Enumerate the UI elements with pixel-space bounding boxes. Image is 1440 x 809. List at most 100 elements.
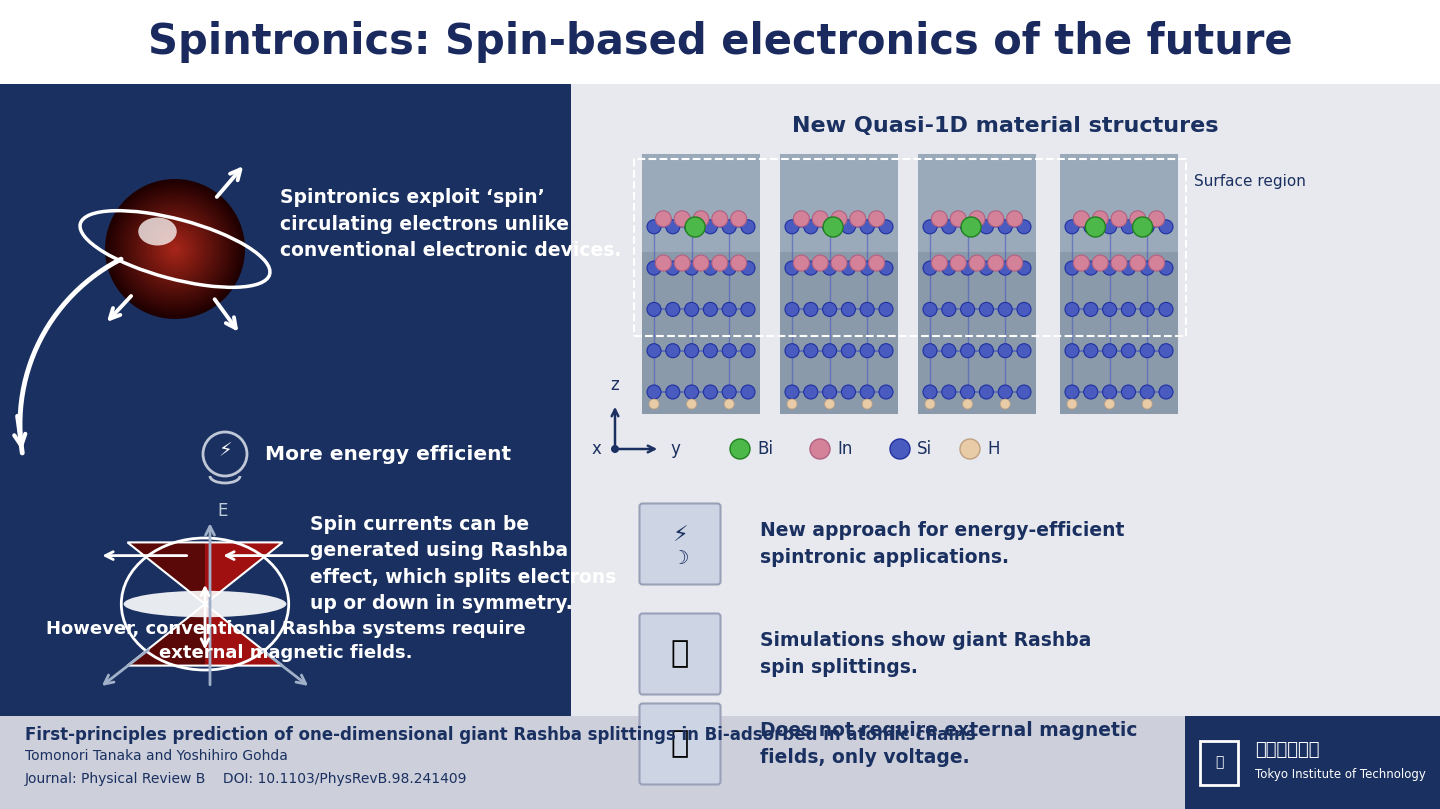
Circle shape: [1092, 255, 1109, 271]
Circle shape: [960, 303, 975, 316]
Circle shape: [723, 220, 736, 234]
Circle shape: [932, 255, 948, 271]
Circle shape: [924, 399, 935, 409]
Circle shape: [1103, 303, 1116, 316]
Circle shape: [979, 385, 994, 399]
Bar: [1060, 154, 1178, 414]
Circle shape: [109, 184, 240, 315]
Circle shape: [1122, 385, 1135, 399]
Text: However, conventional Rashba systems require
external magnetic fields.: However, conventional Rashba systems req…: [46, 621, 526, 662]
Circle shape: [703, 344, 717, 358]
Circle shape: [868, 255, 884, 271]
Circle shape: [730, 255, 746, 271]
Circle shape: [878, 303, 893, 316]
Text: Bi: Bi: [757, 440, 773, 458]
Circle shape: [703, 385, 717, 399]
Circle shape: [723, 344, 736, 358]
Bar: [642, 154, 760, 414]
Text: E: E: [217, 502, 228, 520]
Circle shape: [841, 261, 855, 275]
Circle shape: [812, 255, 828, 271]
Circle shape: [822, 261, 837, 275]
Circle shape: [693, 211, 708, 227]
Text: ☽: ☽: [671, 549, 688, 567]
Text: Tomonori Tanaka and Yoshihiro Gohda: Tomonori Tanaka and Yoshihiro Gohda: [24, 749, 288, 764]
Circle shape: [687, 399, 697, 409]
Circle shape: [1122, 261, 1135, 275]
Circle shape: [969, 211, 985, 227]
Text: First-principles prediction of one-dimensional giant Rashba splittings in Bi-ads: First-principles prediction of one-dimen…: [24, 726, 976, 743]
Circle shape: [138, 212, 212, 286]
Polygon shape: [128, 542, 204, 604]
Circle shape: [950, 211, 966, 227]
Circle shape: [979, 344, 994, 358]
Circle shape: [860, 385, 874, 399]
Circle shape: [822, 303, 837, 316]
Circle shape: [1066, 261, 1079, 275]
Circle shape: [923, 385, 937, 399]
Circle shape: [1084, 385, 1097, 399]
Circle shape: [942, 344, 956, 358]
Circle shape: [684, 303, 698, 316]
Circle shape: [711, 255, 727, 271]
Circle shape: [147, 221, 203, 277]
Text: Journal: Physical Review B    DOI: 10.1103/PhysRevB.98.241409: Journal: Physical Review B DOI: 10.1103/…: [24, 772, 468, 786]
Ellipse shape: [124, 591, 287, 617]
Circle shape: [674, 255, 690, 271]
Bar: [572, 84, 1440, 716]
Circle shape: [1149, 255, 1165, 271]
Circle shape: [1084, 261, 1097, 275]
Circle shape: [942, 220, 956, 234]
Circle shape: [647, 344, 661, 358]
Circle shape: [143, 216, 207, 282]
Circle shape: [1017, 220, 1031, 234]
Circle shape: [822, 344, 837, 358]
Circle shape: [723, 385, 736, 399]
Circle shape: [1140, 261, 1155, 275]
Circle shape: [647, 261, 661, 275]
Circle shape: [703, 220, 717, 234]
Circle shape: [1159, 385, 1174, 399]
Circle shape: [860, 303, 874, 316]
Circle shape: [108, 181, 243, 316]
Circle shape: [158, 233, 192, 265]
Circle shape: [150, 223, 200, 275]
Text: Spintronics exploit ‘spin’
circulating electrons unlike
conventional electronic : Spintronics exploit ‘spin’ circulating e…: [279, 188, 622, 260]
Circle shape: [128, 202, 222, 295]
Text: z: z: [611, 376, 619, 394]
Text: More energy efficient: More energy efficient: [265, 444, 511, 464]
Circle shape: [723, 261, 736, 275]
Circle shape: [154, 228, 196, 270]
Circle shape: [878, 344, 893, 358]
Circle shape: [665, 385, 680, 399]
Circle shape: [665, 303, 680, 316]
Circle shape: [163, 237, 187, 260]
Circle shape: [1142, 399, 1152, 409]
Circle shape: [684, 261, 698, 275]
Text: New approach for energy-efficient
spintronic applications.: New approach for energy-efficient spintr…: [760, 521, 1125, 567]
Circle shape: [173, 247, 177, 252]
Circle shape: [127, 200, 225, 298]
Circle shape: [804, 220, 818, 234]
Circle shape: [1159, 261, 1174, 275]
Text: y: y: [670, 440, 680, 458]
Circle shape: [960, 385, 975, 399]
Circle shape: [942, 303, 956, 316]
Circle shape: [923, 344, 937, 358]
Circle shape: [1073, 211, 1090, 227]
Bar: [634, 159, 1187, 336]
Circle shape: [1017, 261, 1031, 275]
Text: 東京工業大学: 東京工業大学: [1256, 742, 1319, 760]
Circle shape: [960, 439, 981, 459]
Circle shape: [1130, 211, 1146, 227]
Circle shape: [950, 255, 966, 271]
Circle shape: [923, 220, 937, 234]
Circle shape: [850, 255, 865, 271]
Circle shape: [960, 220, 975, 234]
Circle shape: [684, 385, 698, 399]
Circle shape: [647, 385, 661, 399]
Circle shape: [1017, 303, 1031, 316]
Circle shape: [1122, 344, 1135, 358]
Circle shape: [812, 211, 828, 227]
Circle shape: [685, 217, 706, 237]
